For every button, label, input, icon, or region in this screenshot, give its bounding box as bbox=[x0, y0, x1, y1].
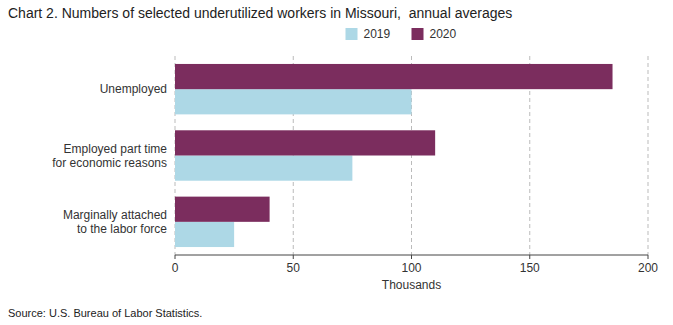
x-axis-label: Thousands bbox=[382, 278, 441, 292]
y-tick-label: Marginally attachedto the labor force bbox=[63, 208, 167, 236]
x-tick bbox=[175, 255, 176, 259]
chart-svg: Chart 2. Numbers of selected underutiliz… bbox=[0, 0, 673, 325]
bar bbox=[175, 222, 234, 247]
x-tick bbox=[529, 255, 530, 259]
bar bbox=[175, 130, 435, 155]
bar bbox=[175, 89, 412, 114]
grid bbox=[175, 56, 648, 255]
bar bbox=[175, 156, 352, 181]
y-tick-label-line: Employed part time bbox=[64, 142, 168, 156]
y-tick-label-line: to the labor force bbox=[77, 222, 167, 236]
x-tick-label: 150 bbox=[520, 261, 540, 275]
legend: 2019 2020 bbox=[346, 27, 457, 41]
grid-line bbox=[648, 56, 649, 255]
y-tick-label-line: Marginally attached bbox=[63, 208, 167, 222]
x-tick-label: 50 bbox=[287, 261, 301, 275]
bar bbox=[175, 197, 270, 222]
y-tick-label-line: for economic reasons bbox=[52, 156, 167, 170]
legend-label: 2020 bbox=[430, 27, 457, 41]
x-tick bbox=[648, 255, 649, 259]
y-tick-label: Unemployed bbox=[100, 82, 167, 96]
y-tick-label: Employed part timefor economic reasons bbox=[52, 142, 167, 170]
title: Chart 2. Numbers of selected underutiliz… bbox=[8, 5, 512, 21]
bars bbox=[175, 64, 613, 247]
legend-label: 2019 bbox=[364, 27, 391, 41]
source-note: Source: U.S. Bureau of Labor Statistics. bbox=[8, 307, 202, 319]
x-tick-label: 100 bbox=[401, 261, 421, 275]
x-tick bbox=[293, 255, 294, 259]
y-tick-label-line: Unemployed bbox=[100, 82, 167, 96]
x-tick-label: 0 bbox=[172, 261, 179, 275]
x-axis-line bbox=[175, 255, 648, 256]
bar bbox=[175, 64, 613, 89]
legend-swatch bbox=[412, 28, 424, 40]
legend-swatch bbox=[346, 28, 358, 40]
x-tick-label: 200 bbox=[638, 261, 658, 275]
chart-container: Chart 2. Numbers of selected underutiliz… bbox=[0, 0, 673, 325]
x-tick bbox=[411, 255, 412, 259]
